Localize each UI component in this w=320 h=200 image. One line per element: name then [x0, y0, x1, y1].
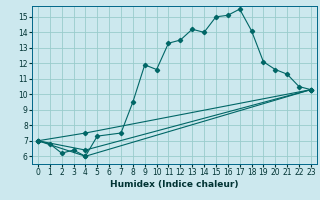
X-axis label: Humidex (Indice chaleur): Humidex (Indice chaleur)	[110, 180, 239, 189]
